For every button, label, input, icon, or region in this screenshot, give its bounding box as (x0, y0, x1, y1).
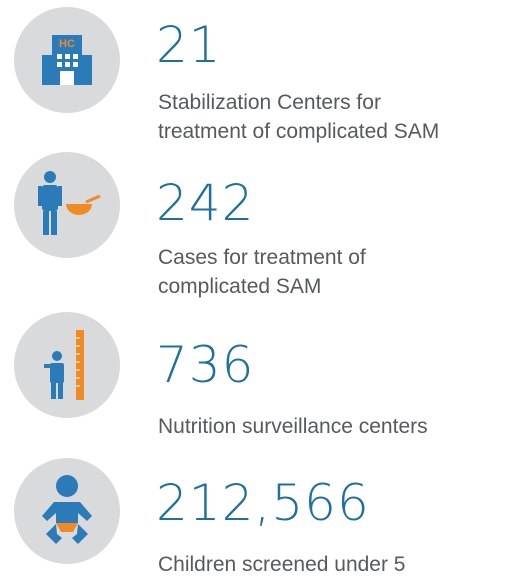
description-line: complicated SAM (158, 275, 322, 298)
stat-number: 242 (156, 174, 255, 232)
stat-description: Stabilization Centers for treatment of c… (158, 88, 439, 146)
icon-health-center: HC (14, 7, 120, 113)
stat-description: Children screened under 5 (158, 550, 406, 579)
icon-child-feeding (14, 152, 120, 258)
description-line: Stabilization Centers for (158, 91, 381, 114)
icon-baby (14, 458, 120, 564)
stat-number: 21 (156, 16, 222, 74)
description-line: Children screened under 5 (158, 553, 406, 576)
stat-number: 736 (156, 336, 255, 394)
icon-height-measure (14, 312, 120, 418)
description-line: treatment of complicated SAM (158, 120, 440, 143)
stat-description: Nutrition surveillance centers (158, 412, 428, 441)
stat-number: 212,566 (156, 474, 370, 532)
description-line: Cases for treatment of (158, 246, 366, 269)
stat-description: Cases for treatment of complicated SAM (158, 243, 366, 301)
description-line: Nutrition surveillance centers (158, 415, 428, 438)
svg-text:HC: HC (59, 38, 75, 50)
